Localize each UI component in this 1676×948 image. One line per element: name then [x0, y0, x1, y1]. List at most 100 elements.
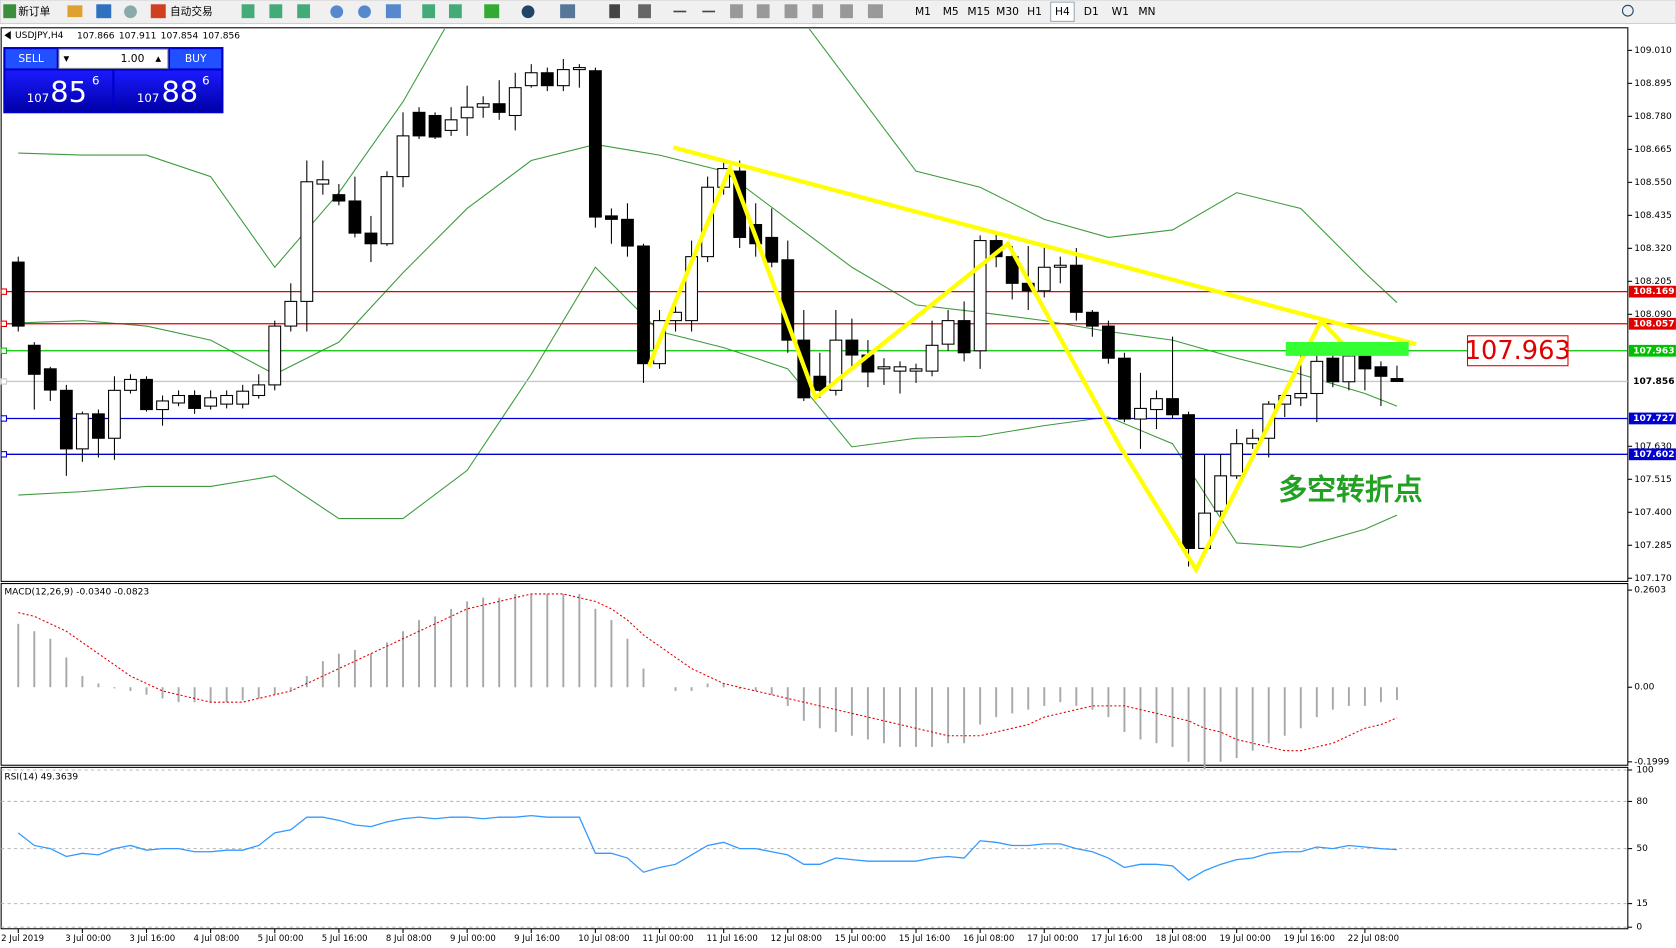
lot-up[interactable]: ▲: [155, 54, 161, 63]
timeframe[interactable]: H4: [1055, 5, 1070, 18]
candle-body: [893, 366, 907, 372]
candle-body: [845, 339, 859, 356]
lot-value[interactable]: 1.00: [121, 52, 145, 65]
timeframe[interactable]: M5: [943, 5, 959, 18]
x-tick-label: 11 Jul 00:00: [642, 934, 693, 944]
y-tick-label: 50: [1636, 844, 1648, 854]
auto-trading[interactable]: 自动交易: [170, 5, 213, 18]
candle-body: [1150, 398, 1163, 411]
candle-body: [268, 325, 282, 386]
rsi-line: [17, 814, 1398, 881]
icon[interactable]: [358, 5, 371, 19]
timeframe[interactable]: M15: [967, 5, 990, 18]
icon[interactable]: [96, 4, 112, 19]
icon[interactable]: [840, 4, 853, 19]
icon[interactable]: [730, 4, 743, 19]
price-callout: 107.963: [1465, 336, 1571, 366]
timeframe[interactable]: H1: [1027, 5, 1042, 18]
price-level-marker: [0, 415, 8, 422]
icon[interactable]: [784, 4, 798, 19]
candle-body: [204, 397, 218, 407]
sell-label[interactable]: SELL: [18, 52, 43, 65]
candle-body: [444, 119, 458, 131]
price-level-label: 107.856: [1633, 377, 1674, 387]
candle-body: [556, 69, 570, 87]
icon[interactable]: [124, 5, 137, 19]
price-level-label: 107.602: [1633, 450, 1674, 460]
candle-body: [124, 378, 137, 391]
candle-body: [1182, 414, 1195, 549]
price-level-marker: [0, 347, 8, 354]
candle-body: [1374, 366, 1388, 377]
candle-body: [621, 218, 634, 247]
icon[interactable]: [385, 4, 401, 19]
candle-body: [428, 114, 442, 138]
macd-panel: [0, 583, 1629, 766]
timeframe[interactable]: MN: [1138, 5, 1155, 18]
y-tick-label: 107.515: [1634, 475, 1672, 485]
icon[interactable]: [867, 4, 883, 19]
price-level-label: 108.169: [1633, 287, 1674, 297]
candle-body: [1053, 264, 1067, 268]
icon[interactable]: [673, 10, 687, 13]
candle-body: [252, 384, 266, 397]
candle-body: [524, 72, 538, 87]
icon[interactable]: [484, 4, 500, 19]
candle-body: [27, 344, 41, 375]
icon[interactable]: [560, 4, 576, 19]
lot-input[interactable]: [58, 48, 169, 69]
icon[interactable]: [756, 4, 770, 19]
icon[interactable]: [609, 4, 620, 19]
y-tick-label: 108.090: [1634, 310, 1672, 320]
trend-line: [672, 145, 1417, 347]
y-tick-label: 108.320: [1634, 244, 1672, 254]
candle-body: [973, 240, 987, 352]
icon[interactable]: [422, 4, 436, 19]
icon[interactable]: [521, 5, 535, 19]
candle-body: [188, 394, 202, 409]
x-tick-label: 8 Jul 08:00: [386, 934, 432, 944]
buy-label[interactable]: BUY: [185, 52, 207, 65]
new-order[interactable]: 新订单: [18, 5, 50, 18]
y-tick-label: 108.205: [1634, 277, 1672, 287]
candle-body: [316, 179, 330, 185]
y-tick-label: 0: [1636, 923, 1642, 933]
auto-trading-icon[interactable]: [150, 4, 166, 19]
ohlc-value: 107.854: [161, 31, 199, 41]
icon[interactable]: [241, 4, 255, 19]
new-order-icon[interactable]: [3, 4, 17, 19]
icon[interactable]: [702, 10, 716, 13]
icon[interactable]: [269, 4, 283, 19]
icon[interactable]: [330, 5, 344, 19]
buy-price-box[interactable]: [114, 70, 222, 112]
y-tick-label: 108.780: [1634, 112, 1672, 122]
candle-body: [637, 245, 650, 365]
search-icon[interactable]: [1621, 4, 1634, 17]
x-tick-label: 9 Jul 16:00: [514, 934, 560, 944]
macd-title: MACD(12,26,9) -0.0340 -0.0823: [4, 588, 149, 598]
price-panel: [0, 27, 1629, 582]
buy-button[interactable]: [170, 49, 222, 69]
highlight-zone: [1285, 342, 1409, 356]
icon[interactable]: [448, 4, 462, 19]
timeframe[interactable]: M30: [996, 5, 1019, 18]
candle-body: [1069, 264, 1083, 313]
y-tick-label: 107.630: [1634, 442, 1672, 452]
sell-price-box[interactable]: [5, 70, 113, 112]
icon[interactable]: [67, 5, 83, 18]
timeframe[interactable]: M1: [915, 5, 931, 18]
candle-body: [813, 375, 827, 391]
icon[interactable]: [638, 4, 651, 19]
x-tick-label: 11 Jul 16:00: [707, 934, 758, 944]
sell-button[interactable]: [5, 49, 57, 69]
timeframe[interactable]: D1: [1084, 5, 1099, 18]
price-callout-box: [1466, 335, 1569, 367]
lot-down[interactable]: ▼: [63, 54, 69, 63]
candle-body: [492, 103, 506, 113]
timeframe[interactable]: W1: [1112, 5, 1129, 18]
icon[interactable]: [297, 4, 311, 19]
price-level-marker: [0, 320, 8, 327]
icon[interactable]: [812, 4, 824, 19]
